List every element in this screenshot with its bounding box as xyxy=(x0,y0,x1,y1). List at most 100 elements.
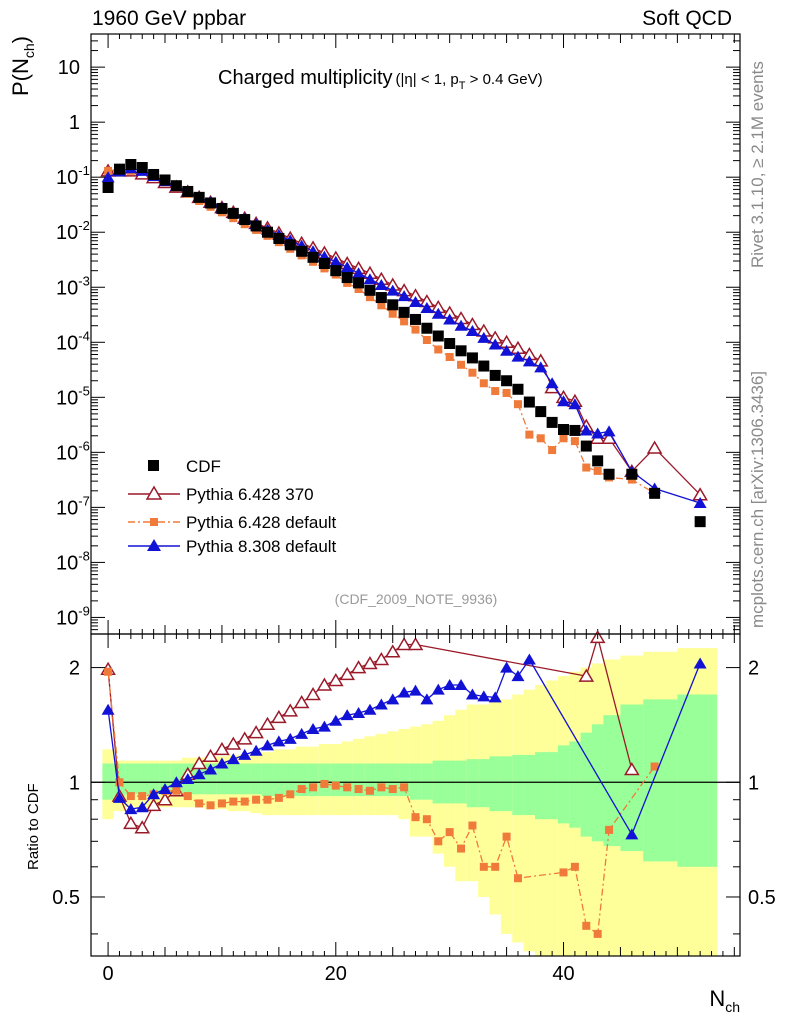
ratio-point-pythia-8-308-default xyxy=(374,698,388,710)
x-axis-label: Nch xyxy=(709,986,740,1015)
ratio-point-pythia-6-428-370 xyxy=(362,656,378,670)
point-pythia-6-428-default xyxy=(354,284,363,293)
main-y-axis-label: P(Nch) xyxy=(8,36,37,96)
main-y-tick-label: 10 xyxy=(58,57,80,79)
band-inner xyxy=(352,763,365,797)
ratio-point-pythia-6-428-default xyxy=(206,801,215,810)
point-cdf xyxy=(284,239,296,251)
point-cdf xyxy=(296,245,308,257)
ratio-point-pythia-6-428-default xyxy=(491,862,500,871)
point-pythia-6-428-default xyxy=(104,166,113,175)
legend-entry-pythia6-default: Pythia 6.428 default xyxy=(128,513,337,532)
ratio-point-pythia-8-308-default xyxy=(443,679,457,691)
ratio-point-pythia-6-428-370 xyxy=(123,815,139,830)
ratio-plot-area xyxy=(91,629,740,956)
band-inner xyxy=(535,752,547,820)
x-tick-label: 0 xyxy=(103,963,114,985)
point-cdf xyxy=(318,258,330,270)
legend-entry-pythia8: Pythia 8.308 default xyxy=(128,537,337,556)
ratio-point-pythia-6-428-370 xyxy=(157,792,173,806)
ratio-point-pythia-6-428-default xyxy=(422,815,431,824)
header-category: Soft QCD xyxy=(642,7,732,30)
band-inner xyxy=(478,759,490,808)
band-inner xyxy=(466,759,479,808)
ratio-point-pythia-6-428-default xyxy=(457,844,466,853)
series-line-pythia-6-428-370 xyxy=(108,170,701,496)
ratio-point-pythia-6-428-370 xyxy=(578,668,595,682)
main-y-tick-label: 10-5 xyxy=(56,383,90,409)
point-pythia-8-308-default xyxy=(488,338,502,350)
ratio-point-pythia-6-428-default xyxy=(217,799,226,808)
ratio-point-pythia-8-308-default xyxy=(101,703,115,715)
ratio-point-pythia-8-308-default xyxy=(204,763,218,775)
ratio-point-pythia-6-428-370 xyxy=(407,636,424,651)
legend-marker-pythia6-default xyxy=(150,518,158,526)
point-cdf xyxy=(136,162,148,174)
point-cdf xyxy=(113,163,125,175)
point-cdf xyxy=(569,424,581,436)
ratio-point-pythia-6-428-370 xyxy=(305,687,321,701)
legend-entry-pythia6-370: Pythia 6.428 370 xyxy=(128,485,314,504)
band-outer xyxy=(535,685,547,956)
band-inner xyxy=(204,763,217,795)
band-inner xyxy=(387,763,399,797)
band-inner xyxy=(136,763,148,795)
point-cdf xyxy=(523,396,535,408)
point-pythia-6-428-default xyxy=(479,379,488,388)
point-pythia-6-428-default xyxy=(457,360,466,369)
point-cdf xyxy=(603,468,615,480)
ratio-point-pythia-6-428-default xyxy=(605,825,614,834)
point-cdf xyxy=(273,232,285,244)
ratio-point-pythia-6-428-default xyxy=(331,781,340,790)
point-pythia-6-428-default xyxy=(502,388,511,397)
ratio-point-pythia-8-308-default xyxy=(238,748,252,760)
point-pythia-8-308-default xyxy=(465,325,479,337)
ratio-point-pythia-6-428-370 xyxy=(350,660,367,674)
chart-title-cuts: (|η| < 1, p xyxy=(396,71,459,88)
point-pythia-6-428-default xyxy=(468,368,477,377)
ratio-y-axis-label: Ratio to CDF xyxy=(25,783,42,870)
ratio-point-pythia-6-428-default xyxy=(559,868,568,877)
main-y-label-text: P(N xyxy=(8,58,33,96)
main-y-tick-label: 1 xyxy=(69,112,80,134)
point-cdf xyxy=(125,159,137,171)
point-pythia-8-308-default xyxy=(579,424,593,436)
ratio-axes: 0.5 0.51 12 20 20 40 xyxy=(52,634,776,985)
point-cdf xyxy=(512,383,524,395)
ratio-point-pythia-8-308-default xyxy=(477,690,491,702)
ratio-point-pythia-6-428-370 xyxy=(236,731,253,745)
point-pythia-8-308-default xyxy=(397,290,411,302)
ratio-point-pythia-6-428-default xyxy=(172,786,181,795)
point-cdf xyxy=(250,220,262,232)
point-pythia-6-428-default xyxy=(570,437,579,446)
point-pythia-6-428-default xyxy=(582,463,591,472)
point-cdf xyxy=(432,330,444,342)
point-pythia-6-428-default xyxy=(525,430,534,439)
ratio-point-pythia-6-428-default xyxy=(343,783,352,792)
point-pythia-8-308-default xyxy=(431,307,445,319)
ratio-point-pythia-6-428-370 xyxy=(396,636,412,651)
ratio-point-pythia-6-428-370 xyxy=(624,762,640,776)
point-pythia-8-308-default xyxy=(602,425,616,437)
ratio-point-pythia-8-308-default xyxy=(363,703,377,715)
point-pythia-6-428-default xyxy=(400,317,409,326)
ratio-point-pythia-6-428-default xyxy=(126,792,135,801)
point-cdf xyxy=(182,185,194,197)
legend-label-pythia6-370: Pythia 6.428 370 xyxy=(186,485,314,504)
legend-marker-pythia8 xyxy=(147,539,161,551)
ratio-point-pythia-6-428-370 xyxy=(271,709,287,724)
ratio-point-pythia-6-428-default xyxy=(650,762,659,771)
ratio-point-pythia-8-308-default xyxy=(192,768,206,780)
point-cdf xyxy=(330,265,342,277)
chart-title-main: Charged multiplicity xyxy=(218,67,393,89)
point-pythia-8-308-default xyxy=(693,497,707,509)
point-cdf xyxy=(261,226,273,238)
ratio-point-pythia-6-428-default xyxy=(479,862,488,871)
ratio-point-pythia-6-428-default xyxy=(570,862,579,871)
chart-title-sub: T xyxy=(459,80,466,92)
legend-label-pythia8: Pythia 8.308 default xyxy=(186,537,337,556)
ratio-point-pythia-8-308-default xyxy=(169,776,183,788)
ratio-point-pythia-6-428-default xyxy=(309,783,318,792)
band-inner xyxy=(125,763,137,795)
